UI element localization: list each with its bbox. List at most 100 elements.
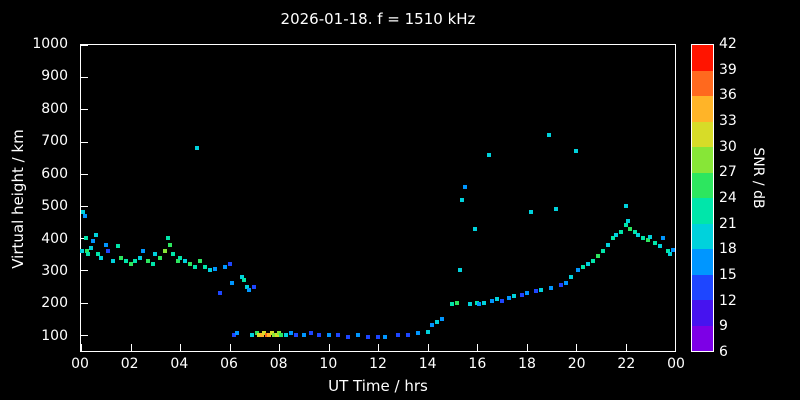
colorbar-segment xyxy=(692,121,713,147)
data-point xyxy=(178,255,182,260)
x-tick-mark xyxy=(477,344,478,351)
x-tick-mark xyxy=(378,344,379,351)
data-point xyxy=(277,331,281,336)
data-point xyxy=(272,332,277,337)
data-point xyxy=(450,302,455,307)
data-point xyxy=(489,299,494,304)
colorbar-tick-label: 6 xyxy=(719,344,728,360)
y-tick-label: 600 xyxy=(41,165,68,182)
x-tick-mark xyxy=(130,344,132,351)
colorbar-tick-label: 33 xyxy=(719,113,737,129)
data-point xyxy=(138,255,143,260)
colorbar-tick-label: 9 xyxy=(719,318,728,335)
x-tick-mark xyxy=(576,344,577,351)
data-point xyxy=(175,258,180,263)
data-point xyxy=(212,266,217,271)
data-point xyxy=(625,218,630,223)
x-axis-label: UT Time / hrs xyxy=(328,377,428,395)
data-point xyxy=(601,249,606,254)
data-point xyxy=(316,332,321,337)
data-point xyxy=(383,334,388,339)
data-point xyxy=(111,258,116,263)
data-point xyxy=(264,332,269,337)
data-point xyxy=(294,332,299,337)
data-point xyxy=(457,268,462,273)
data-point xyxy=(88,245,93,250)
data-point xyxy=(618,229,623,234)
data-point xyxy=(668,252,673,257)
data-point xyxy=(499,299,504,304)
x-tick-label: 06 xyxy=(220,356,238,372)
data-point xyxy=(227,262,232,267)
data-point xyxy=(346,334,351,339)
data-point xyxy=(80,249,85,254)
y-tick-label: 700 xyxy=(41,133,68,150)
colorbar-segment xyxy=(692,172,713,198)
colorbar-segment xyxy=(692,70,713,96)
x-tick-label: 00 xyxy=(71,356,89,372)
data-point xyxy=(202,265,207,270)
data-point xyxy=(482,300,487,305)
y-tick-mark xyxy=(81,334,88,336)
data-point xyxy=(529,210,534,215)
data-point xyxy=(269,331,274,336)
data-point xyxy=(519,292,524,297)
y-tick-mark xyxy=(81,141,88,143)
y-tick-label: 100 xyxy=(41,327,68,344)
x-tick-mark xyxy=(81,344,82,351)
data-point xyxy=(546,133,551,138)
data-point xyxy=(591,258,596,263)
x-tick-mark xyxy=(229,344,231,351)
data-point xyxy=(168,242,173,247)
data-point xyxy=(254,331,259,336)
data-point xyxy=(658,244,663,249)
colorbar-segment xyxy=(692,223,713,249)
x-tick-mark xyxy=(675,344,676,351)
data-point xyxy=(549,286,554,291)
data-point xyxy=(336,332,341,337)
x-tick-mark xyxy=(180,344,181,351)
colorbar-segment xyxy=(692,274,713,300)
data-point xyxy=(93,233,98,238)
y-tick-mark xyxy=(81,302,88,304)
data-point xyxy=(494,297,499,302)
data-point xyxy=(232,332,237,337)
data-point xyxy=(477,302,482,307)
data-point xyxy=(430,323,435,328)
x-tick-label: 08 xyxy=(269,356,288,372)
data-point xyxy=(435,320,440,324)
colorbar-tick-labels: 42 39 36 33 30 27 24 21 18 15 12 9 6 xyxy=(719,36,753,360)
data-point xyxy=(425,329,430,334)
data-point xyxy=(301,332,306,337)
data-point xyxy=(247,287,252,292)
data-point xyxy=(153,252,158,257)
data-point xyxy=(163,249,168,254)
data-point xyxy=(660,236,665,241)
y-tick-label: 200 xyxy=(41,295,68,312)
x-tick-label: 22 xyxy=(617,356,636,372)
data-point xyxy=(82,213,87,218)
colorbar-tick-label: 39 xyxy=(719,61,737,78)
data-point xyxy=(284,332,289,337)
x-tick-mark xyxy=(526,344,528,351)
data-point xyxy=(576,268,581,273)
colorbar-tick-label: 21 xyxy=(719,215,737,232)
colorbar-axis-label: SNR / dB xyxy=(750,147,766,209)
data-point xyxy=(554,207,559,212)
y-tick-mark xyxy=(81,173,88,175)
data-point xyxy=(83,236,88,241)
data-point xyxy=(326,332,331,337)
data-point xyxy=(606,242,611,247)
data-point xyxy=(670,247,675,252)
y-tick-mark xyxy=(81,109,88,111)
data-point xyxy=(645,237,650,242)
data-point xyxy=(165,236,170,241)
data-point xyxy=(455,300,460,305)
data-point xyxy=(118,255,123,260)
data-point xyxy=(440,316,445,321)
colorbar-segment xyxy=(692,249,713,275)
data-point xyxy=(249,332,254,337)
colorbar-segment xyxy=(692,45,713,71)
x-tick-labels: 00 02 04 06 08 10 12 14 16 18 20 22 00 xyxy=(71,356,685,374)
data-point xyxy=(574,149,578,154)
